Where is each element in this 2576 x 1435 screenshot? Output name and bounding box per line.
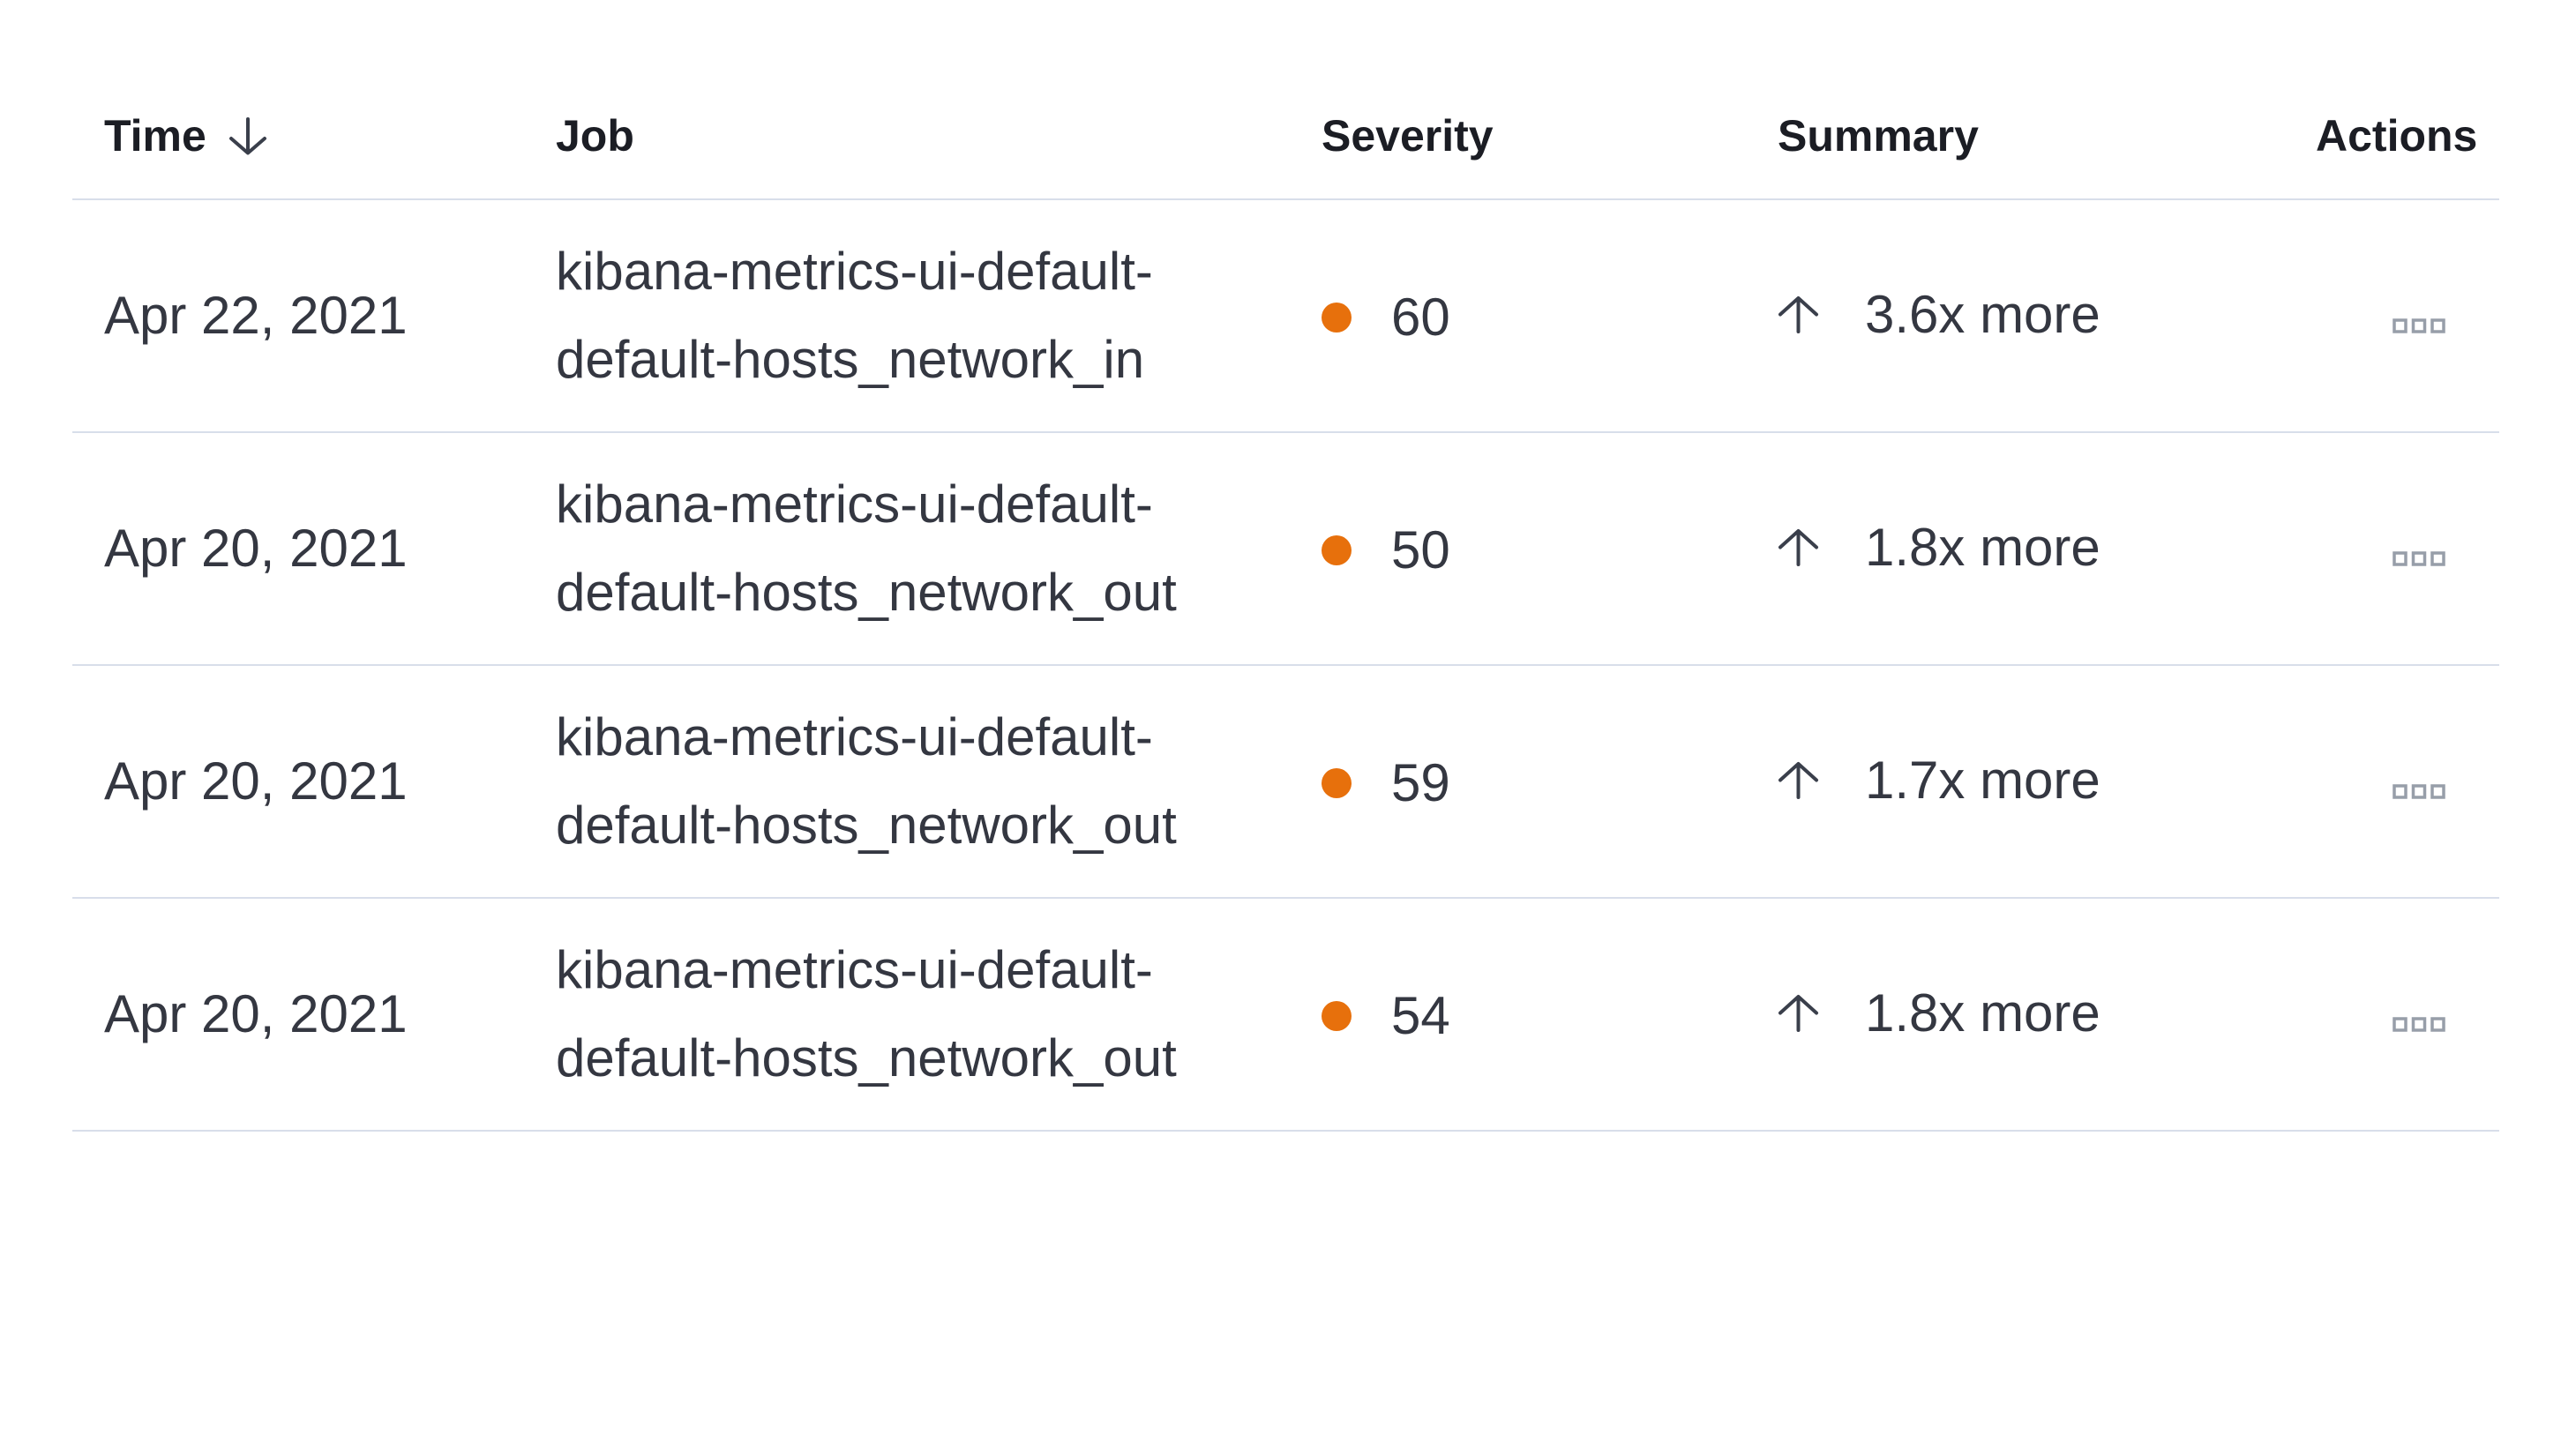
boxes-horizontal-icon [2393, 551, 2445, 566]
severity-value: 60 [1391, 287, 1450, 347]
summary-text: 1.8x more [1865, 983, 2100, 1043]
severity-badge: 59 [1322, 752, 1450, 812]
table-header-row: Time Job Severity Summary Actions [72, 0, 2499, 200]
job-name: kibana-metrics-ui-default-default-hosts_… [556, 707, 1177, 855]
row-actions-button[interactable] [2384, 1008, 2454, 1041]
time-cell: Apr 22, 2021 [72, 199, 524, 433]
summary-text: 3.6x more [1865, 285, 2100, 344]
severity-value: 50 [1391, 519, 1450, 579]
severity-badge: 60 [1322, 287, 1450, 347]
sort-arrow-down-icon [228, 117, 266, 155]
arrow-up-icon [1778, 529, 1818, 566]
row-actions-button[interactable] [2384, 310, 2454, 342]
arrow-up-icon [1778, 296, 1818, 333]
column-header-summary-label: Summary [1778, 111, 1979, 161]
table-row: Apr 22, 2021 kibana-metrics-ui-default-d… [72, 199, 2499, 433]
arrow-up-icon [1778, 995, 1818, 1032]
column-header-summary: Summary [1763, 0, 2301, 200]
table-row: Apr 20, 2021 kibana-metrics-ui-default-d… [72, 898, 2499, 1132]
column-header-severity-label: Severity [1322, 111, 1494, 161]
summary-text: 1.8x more [1865, 518, 2100, 577]
column-header-actions: Actions [2301, 0, 2499, 200]
column-header-actions-label: Actions [2316, 111, 2478, 161]
job-name: kibana-metrics-ui-default-default-hosts_… [556, 242, 1153, 389]
summary-cell: 3.6x more [1778, 288, 2100, 341]
table-row: Apr 20, 2021 kibana-metrics-ui-default-d… [72, 665, 2499, 899]
severity-dot-icon [1322, 1000, 1352, 1031]
column-header-time-label: Time [104, 111, 206, 161]
row-actions-button[interactable] [2384, 542, 2454, 575]
severity-badge: 54 [1322, 985, 1450, 1045]
column-header-job: Job [524, 0, 1306, 200]
time-cell: Apr 20, 2021 [72, 432, 524, 666]
table-row: Apr 20, 2021 kibana-metrics-ui-default-d… [72, 432, 2499, 666]
boxes-horizontal-icon [2393, 784, 2445, 799]
anomalies-table-container: Time Job Severity Summary Actions [72, 0, 2499, 1132]
summary-cell: 1.7x more [1778, 754, 2100, 807]
column-header-severity: Severity [1306, 0, 1763, 200]
time-cell: Apr 20, 2021 [72, 665, 524, 899]
severity-value: 54 [1391, 985, 1450, 1045]
severity-dot-icon [1322, 302, 1352, 333]
time-cell: Apr 20, 2021 [72, 898, 524, 1132]
boxes-horizontal-icon [2393, 1017, 2445, 1032]
job-name: kibana-metrics-ui-default-default-hosts_… [556, 940, 1177, 1087]
boxes-horizontal-icon [2393, 318, 2445, 333]
summary-text: 1.7x more [1865, 751, 2100, 810]
job-name: kibana-metrics-ui-default-default-hosts_… [556, 475, 1177, 622]
arrow-up-icon [1778, 762, 1818, 799]
row-actions-button[interactable] [2384, 775, 2454, 808]
severity-badge: 50 [1322, 519, 1450, 579]
anomalies-table: Time Job Severity Summary Actions [72, 0, 2499, 1132]
column-header-job-label: Job [556, 111, 634, 161]
severity-dot-icon [1322, 767, 1352, 798]
severity-value: 59 [1391, 752, 1450, 812]
summary-cell: 1.8x more [1778, 987, 2100, 1040]
severity-dot-icon [1322, 534, 1352, 565]
column-header-time[interactable]: Time [72, 0, 524, 200]
summary-cell: 1.8x more [1778, 521, 2100, 574]
